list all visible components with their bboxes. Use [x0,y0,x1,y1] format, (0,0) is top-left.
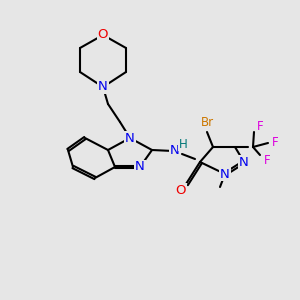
Text: N: N [220,167,230,181]
Text: O: O [98,28,108,41]
Text: F: F [264,154,270,166]
Text: H: H [178,137,188,151]
Text: N: N [98,80,108,94]
Text: Br: Br [200,116,214,128]
Text: O: O [176,184,186,196]
Text: N: N [170,143,180,157]
Text: F: F [257,119,263,133]
Text: F: F [272,136,278,148]
Text: N: N [125,131,135,145]
Text: N: N [239,155,249,169]
Text: N: N [135,160,145,173]
